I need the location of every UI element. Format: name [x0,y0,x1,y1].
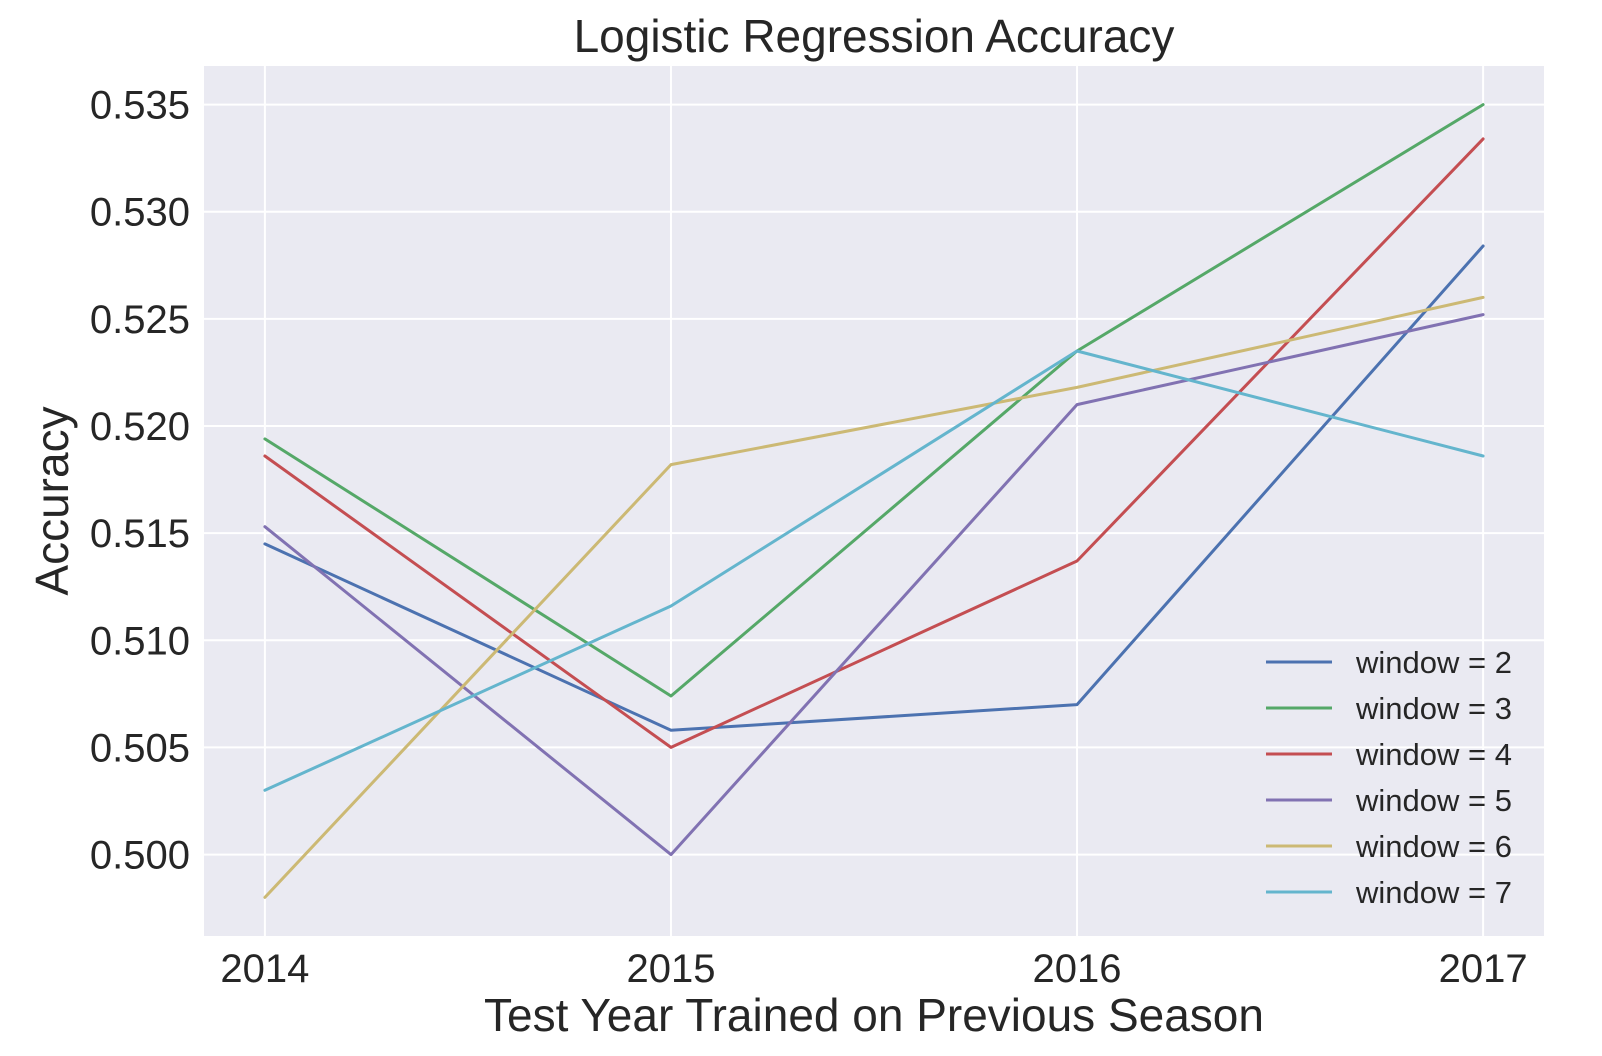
x-tick-labels: 2014 2015 2016 2017 [220,947,1527,991]
y-tick-labels: 0.500 0.505 0.510 0.515 0.520 0.525 0.530 0.535 [90,84,190,878]
chart-title: Logistic Regression Accuracy [574,10,1175,62]
legend-item: window = 4 [1266,737,1512,772]
legend-label: window = 7 [1355,875,1512,910]
series-line-5 [263,295,1485,899]
x-tick-label: 2014 [220,947,309,991]
legend-label: window = 4 [1355,737,1512,772]
x-tick-label: 2017 [1439,947,1528,991]
legend-item: window = 2 [1266,645,1512,680]
legend-label: window = 5 [1355,783,1512,818]
y-tick-label: 0.530 [90,191,190,235]
legend-item: window = 6 [1266,829,1512,864]
x-tick-label: 2015 [626,947,715,991]
legend-item: window = 7 [1266,875,1512,910]
y-tick-label: 0.525 [90,298,190,342]
legend: window = 2 window = 3 window = 4 window = 5… [1266,645,1512,910]
y-tick-label: 0.500 [90,834,190,878]
plot-background [204,66,1544,936]
legend-label: window = 2 [1355,645,1512,680]
series-line-1 [263,244,1485,732]
x-axis-label: Test Year Trained on Previous Season [484,989,1264,1041]
legend-label: window = 6 [1355,829,1512,864]
x-tick-label: 2016 [1033,947,1122,991]
legend-item: window = 5 [1266,783,1512,818]
series-line-2 [263,103,1485,698]
series-line-3 [263,137,1485,749]
y-axis-label: Accuracy [26,406,78,595]
series-line-6 [263,349,1485,792]
y-tick-label: 0.510 [90,619,190,663]
series-line-4 [263,313,1485,857]
y-tick-label: 0.515 [90,512,190,556]
legend-label: window = 3 [1355,691,1512,726]
series-lines [263,103,1485,899]
legend-item: window = 3 [1266,691,1512,726]
y-tick-label: 0.520 [90,405,190,449]
y-tick-label: 0.535 [90,84,190,128]
y-tick-label: 0.505 [90,726,190,770]
